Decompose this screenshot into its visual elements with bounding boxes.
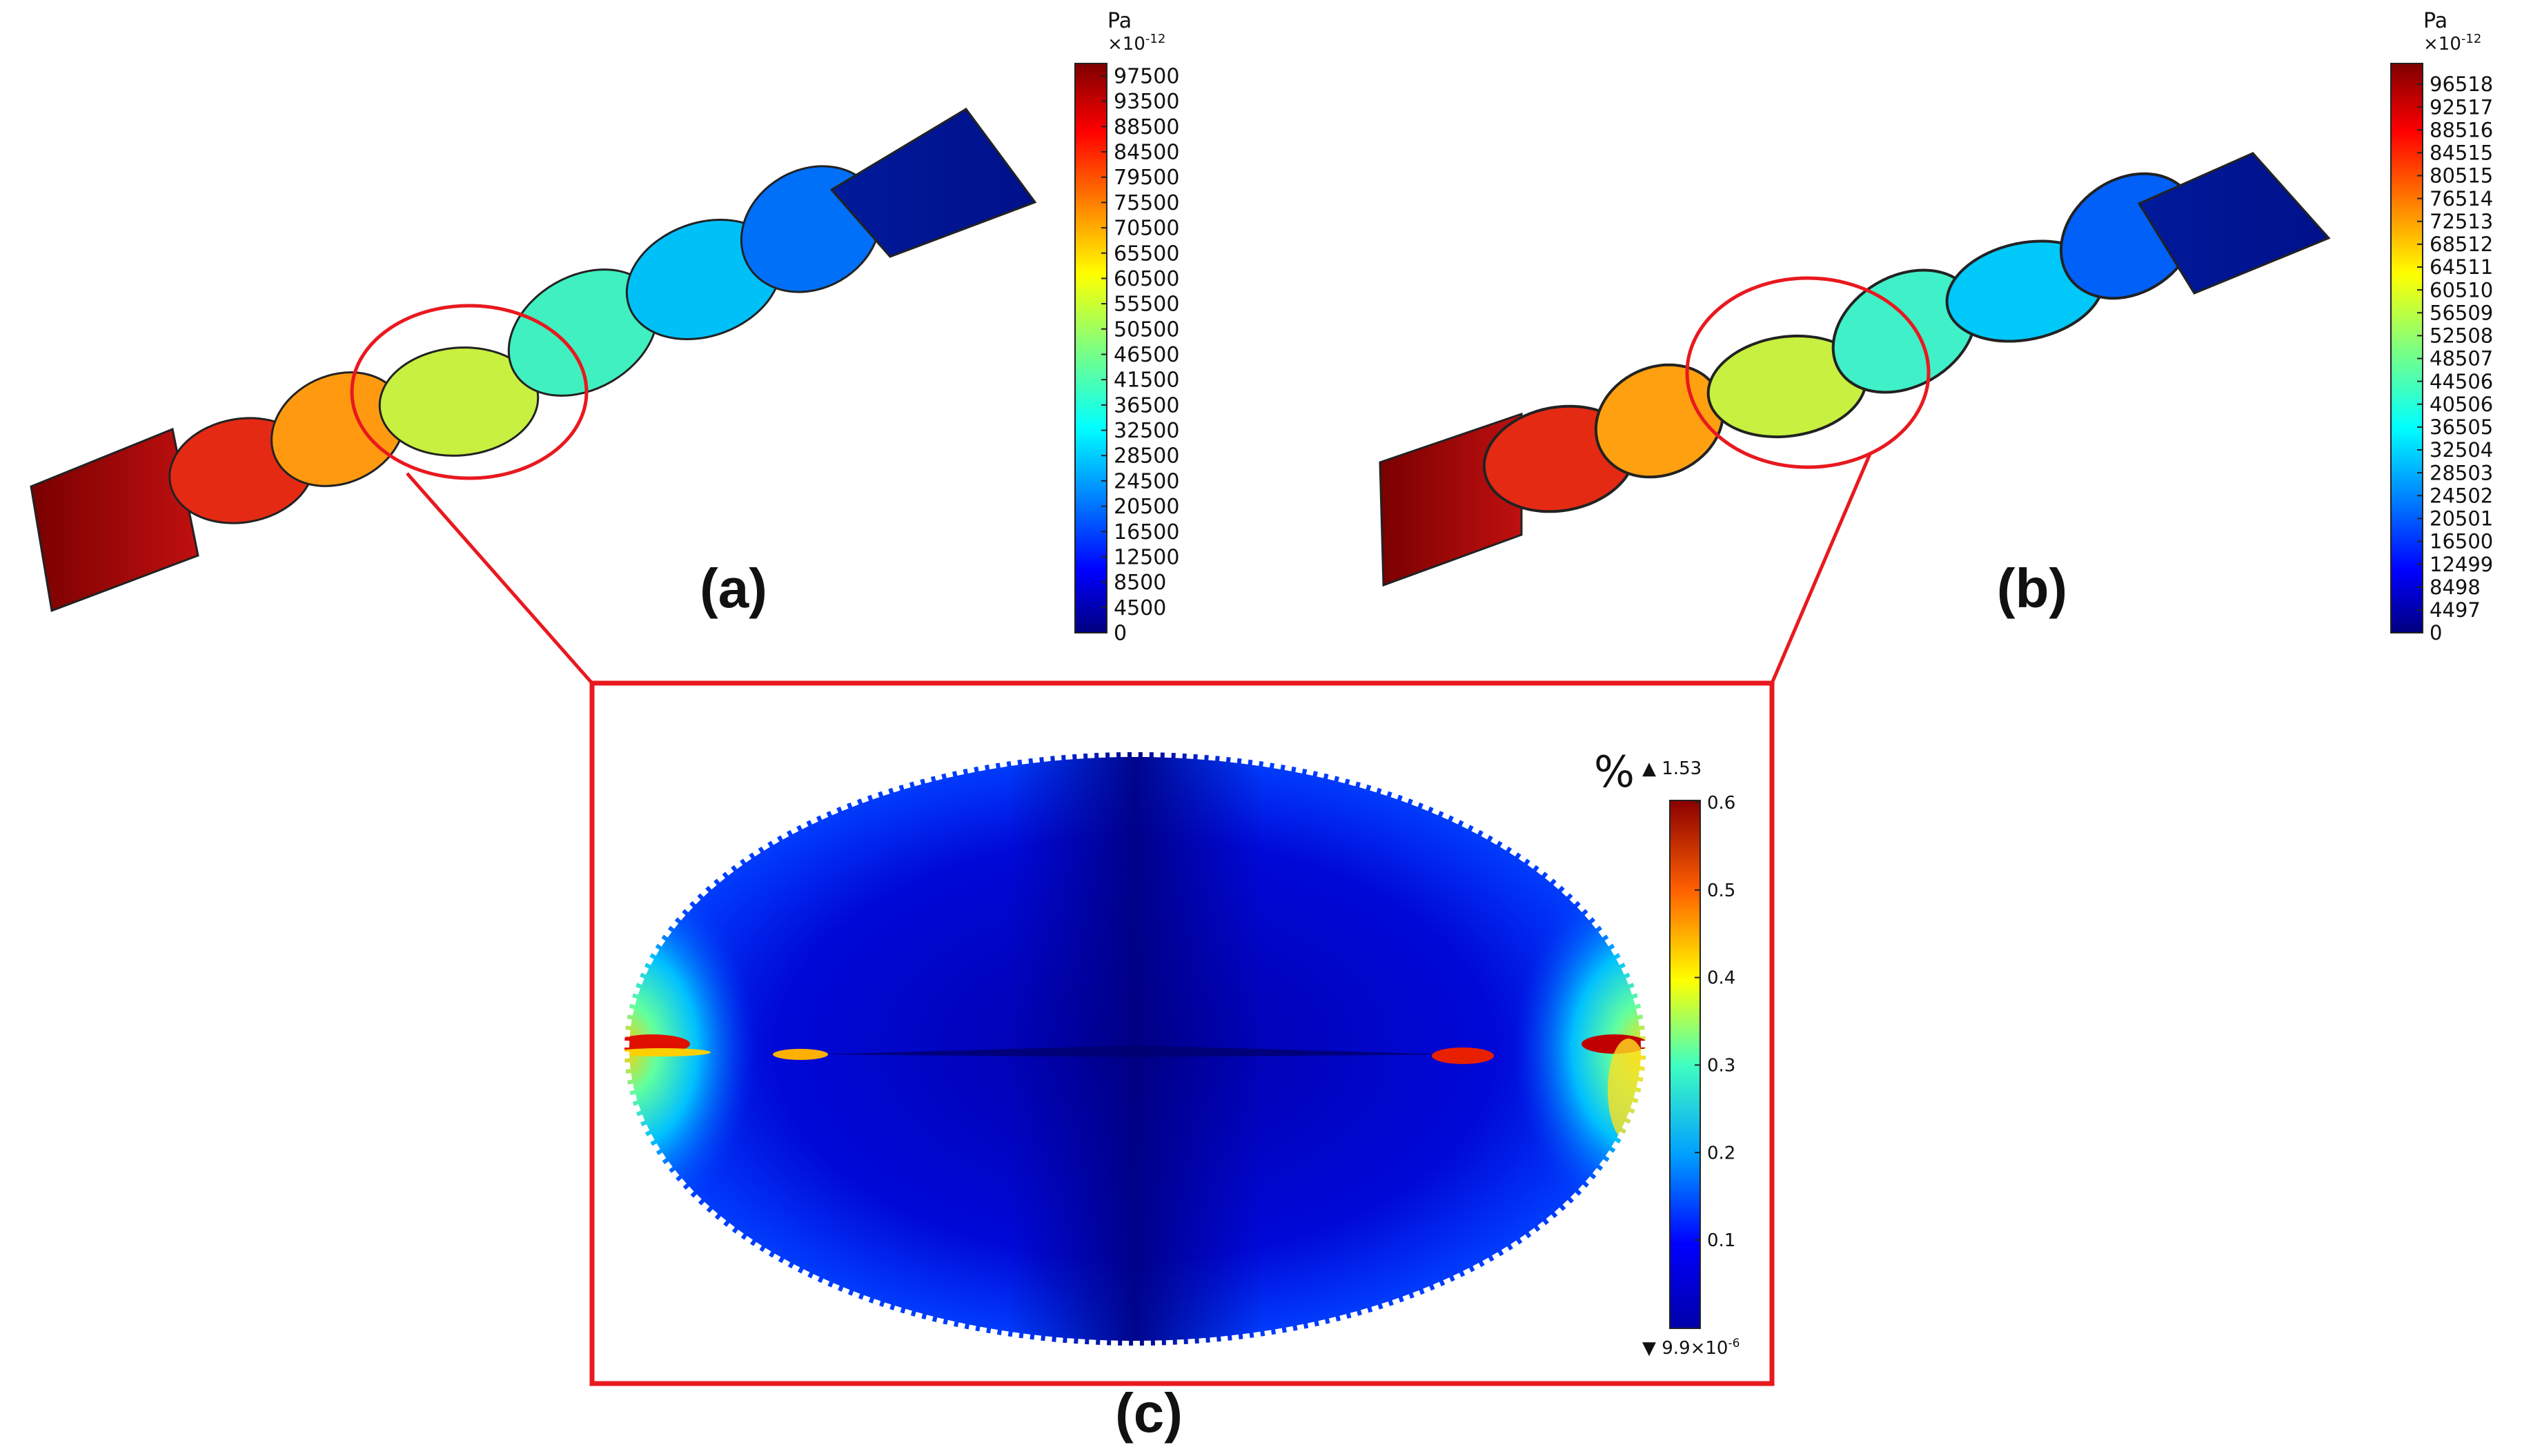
end-plate-right-a <box>829 108 1037 258</box>
colorbar-b-tick-label: 56509 <box>2430 301 2493 324</box>
highlight-circle-b <box>1685 276 1931 469</box>
colorbar-a-tick-label: 32500 <box>1114 419 1179 443</box>
colorbar-b-tick-label: 92517 <box>2430 95 2493 119</box>
colorbar-a-tick-label: 24500 <box>1114 469 1179 493</box>
colorbar-c-max-marker: ▲ 1.53 <box>1642 758 1702 779</box>
link-disc-a-3 <box>378 346 540 457</box>
colorbar-a-tick-label: 97500 <box>1114 65 1179 89</box>
colorbar-a-tick-label: 4500 <box>1114 596 1166 620</box>
panel-label-b: (b) <box>1997 558 2067 619</box>
colorbar-a-tick-label: 12500 <box>1114 545 1179 569</box>
colorbar-a: Pa ×10-12 975009350088500845007950075500… <box>1074 9 1179 646</box>
panel-label-a: (a) <box>700 558 767 619</box>
colorbar-b-tick-label: 84515 <box>2430 141 2493 165</box>
colorbar-a-tick-label: 75500 <box>1114 191 1179 215</box>
colorbar-a-tick-label: 28500 <box>1114 444 1179 469</box>
colorbar-b-tick-label: 0 <box>2430 621 2442 645</box>
colorbar-b-tick-label: 76514 <box>2430 187 2493 210</box>
colorbar-b-multiplier: ×10-12 <box>2423 32 2481 55</box>
colorbar-a-tick-label: 50500 <box>1114 317 1179 342</box>
colorbar-a-tick-label: 70500 <box>1114 217 1179 241</box>
colorbar-b-tick-label: 60510 <box>2430 278 2493 302</box>
colorbar-b-tick-label: 4497 <box>2430 598 2481 622</box>
colorbar-a-tick-label: 8500 <box>1114 571 1166 595</box>
colorbar-b-ticks: 9651892517885168451580515765147251368512… <box>2417 72 2493 645</box>
colorbar-b: Pa ×10-12 965189251788516845158051576514… <box>2390 9 2493 645</box>
colorbar-a-unit: Pa <box>1107 9 1132 33</box>
colorbar-b-tick-label: 88516 <box>2430 118 2493 141</box>
colorbar-b-tick-label: 48507 <box>2430 347 2493 371</box>
colorbar-b-tick-label: 96518 <box>2430 72 2493 96</box>
chain-structure-a <box>30 108 1037 613</box>
colorbar-a-tick-label: 0 <box>1114 622 1127 646</box>
colorbar-b-tick-label: 8498 <box>2430 575 2481 599</box>
colorbar-a-tick-label: 46500 <box>1114 343 1179 367</box>
colorbar-a-tick-label: 16500 <box>1114 520 1179 544</box>
disc-outline <box>620 747 1651 1350</box>
colorbar-b-tick-label: 44506 <box>2430 370 2493 393</box>
colorbar-c: % ▲ 1.53 0.6 0.5 0.4 0.3 0.2 0.1 ▼ 9.9×10-6 <box>1594 747 1740 1359</box>
colorbar-b-tick-label: 24502 <box>2430 484 2493 507</box>
colorbar-c-tick-label: 0.4 <box>1707 968 1735 989</box>
colorbar-a-tick-label: 65500 <box>1114 242 1179 266</box>
colorbar-b-tick-label: 52508 <box>2430 324 2493 348</box>
colorbar-a-multiplier: ×10-12 <box>1107 32 1165 55</box>
disc-strain-field <box>624 752 1646 1346</box>
colorbar-a-tick-label: 79500 <box>1114 166 1179 190</box>
colorbar-b-tick-label: 36505 <box>2430 415 2493 439</box>
colorbar-b-gradient <box>2390 63 2423 633</box>
colorbar-a-tick-label: 20500 <box>1114 495 1179 519</box>
colorbar-c-tick-label: 0.6 <box>1707 793 1735 814</box>
colorbar-c-tick-label: 0.5 <box>1707 881 1735 901</box>
zoom-line-right <box>1770 453 1872 684</box>
colorbar-b-tick-label: 64511 <box>2430 255 2493 279</box>
zoom-line-left <box>406 472 593 685</box>
colorbar-a-tick-label: 84500 <box>1114 141 1179 165</box>
colorbar-a-tick-label: 41500 <box>1114 368 1179 393</box>
colorbar-c-ticks: 0.6 0.5 0.4 0.3 0.2 0.1 <box>1695 793 1735 1251</box>
colorbar-a-tick-label: 55500 <box>1114 293 1179 317</box>
colorbar-b-unit: Pa <box>2423 9 2447 33</box>
highlight-circle-a <box>350 304 589 480</box>
colorbar-c-tick-label: 0.2 <box>1707 1143 1735 1163</box>
colorbar-a-ticks: 9750093500885008450079500755007050065500… <box>1101 65 1179 646</box>
colorbar-b-tick-label: 16500 <box>2430 530 2493 553</box>
panel-label-c: (c) <box>1115 1382 1183 1444</box>
colorbar-c-min-marker: ▼ 9.9×10-6 <box>1642 1337 1740 1359</box>
colorbar-a-gradient <box>1074 63 1107 633</box>
colorbar-a-tick-label: 60500 <box>1114 267 1179 291</box>
colorbar-b-tick-label: 72513 <box>2430 210 2493 233</box>
colorbar-c-unit: % <box>1594 747 1635 797</box>
colorbar-a-tick-label: 36500 <box>1114 393 1179 417</box>
colorbar-b-tick-label: 68512 <box>2430 233 2493 256</box>
colorbar-b-tick-label: 20501 <box>2430 507 2493 531</box>
colorbar-a-tick-label: 88500 <box>1114 115 1179 139</box>
colorbar-b-tick-label: 28503 <box>2430 461 2493 484</box>
colorbar-c-tick-label: 0.3 <box>1707 1056 1735 1076</box>
end-plate-left-a <box>30 427 199 613</box>
end-plate-right-b <box>2137 152 2331 295</box>
colorbar-b-tick-label: 40506 <box>2430 393 2493 416</box>
colorbar-b-tick-label: 12499 <box>2430 553 2493 576</box>
colorbar-a-tick-label: 93500 <box>1114 90 1179 114</box>
colorbar-b-tick-label: 32504 <box>2430 438 2493 462</box>
chain-structure-b <box>1379 152 2331 587</box>
colorbar-b-tick-label: 80515 <box>2430 164 2493 188</box>
colorbar-c-tick-label: 0.1 <box>1707 1230 1735 1251</box>
